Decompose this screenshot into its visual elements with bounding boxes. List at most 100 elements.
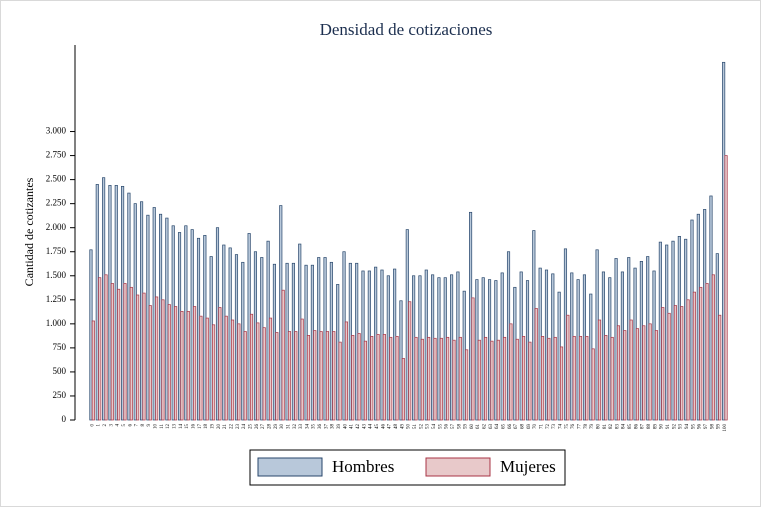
bar bbox=[585, 335, 589, 421]
bar bbox=[522, 335, 526, 421]
y-tick-label: 250 bbox=[53, 390, 67, 400]
x-tick-label: 28 bbox=[267, 424, 272, 430]
x-tick-label: 74 bbox=[558, 424, 563, 430]
x-tick-label: 71 bbox=[540, 424, 545, 430]
x-tick-label: 64 bbox=[495, 424, 500, 430]
x-tick-label: 18 bbox=[204, 424, 209, 430]
x-tick-label: 94 bbox=[685, 424, 690, 430]
bar bbox=[405, 229, 409, 421]
x-tick-label: 43 bbox=[362, 424, 367, 430]
bar bbox=[538, 267, 542, 421]
bar bbox=[595, 249, 599, 421]
bar bbox=[121, 185, 125, 421]
bar bbox=[184, 225, 188, 421]
bar bbox=[231, 319, 235, 421]
bar bbox=[241, 261, 245, 421]
bar bbox=[639, 260, 643, 421]
bar bbox=[620, 271, 624, 421]
bar bbox=[319, 331, 323, 421]
x-tick-label: 60 bbox=[470, 424, 475, 430]
bar bbox=[260, 257, 264, 421]
y-tick-label: 1.000 bbox=[46, 318, 67, 328]
bar bbox=[262, 327, 266, 421]
bar bbox=[591, 348, 595, 421]
bar bbox=[98, 277, 102, 421]
x-tick-label: 4 bbox=[116, 424, 121, 427]
x-tick-label: 79 bbox=[590, 424, 595, 430]
bar bbox=[174, 306, 178, 421]
x-tick-label: 25 bbox=[248, 424, 253, 430]
x-tick-label: 57 bbox=[451, 424, 456, 430]
x-tick-label: 59 bbox=[464, 424, 469, 430]
y-tick-label: 1.750 bbox=[46, 246, 67, 256]
bar bbox=[412, 275, 416, 421]
x-tick-label: 10 bbox=[154, 424, 159, 430]
bar bbox=[709, 195, 713, 421]
bar bbox=[589, 293, 593, 421]
bar bbox=[355, 262, 359, 421]
bar bbox=[108, 185, 112, 421]
bar bbox=[431, 274, 435, 421]
x-tick-label: 53 bbox=[426, 424, 431, 430]
x-tick-label: 32 bbox=[293, 424, 298, 430]
bar bbox=[367, 270, 371, 421]
bar bbox=[370, 335, 374, 421]
bar bbox=[496, 339, 500, 421]
bar bbox=[503, 336, 507, 421]
legend-swatch bbox=[425, 457, 491, 477]
bar bbox=[228, 247, 232, 421]
x-tick-label: 54 bbox=[432, 424, 437, 430]
bar bbox=[136, 294, 140, 421]
bar bbox=[294, 331, 298, 421]
x-tick-label: 80 bbox=[596, 424, 601, 430]
bar bbox=[692, 291, 696, 421]
x-tick-label: 33 bbox=[299, 424, 304, 430]
bar bbox=[462, 290, 466, 421]
bar bbox=[376, 334, 380, 421]
bar bbox=[117, 288, 121, 421]
bar bbox=[102, 177, 106, 421]
bar bbox=[310, 264, 314, 421]
bar bbox=[648, 323, 652, 421]
y-tick-label: 2.500 bbox=[46, 174, 67, 184]
bar bbox=[91, 320, 95, 421]
x-tick-label: 68 bbox=[521, 424, 526, 430]
bar bbox=[601, 271, 605, 421]
bar bbox=[329, 261, 333, 421]
x-tick-label: 1 bbox=[97, 424, 102, 427]
bar bbox=[272, 263, 276, 421]
y-tick-label: 500 bbox=[53, 366, 67, 376]
bar bbox=[439, 337, 443, 421]
bar bbox=[287, 331, 292, 421]
bar bbox=[705, 283, 709, 421]
x-tick-label: 56 bbox=[445, 424, 450, 430]
bar bbox=[718, 314, 722, 421]
x-tick-label: 23 bbox=[236, 424, 241, 430]
bar bbox=[534, 308, 538, 421]
bar bbox=[281, 289, 285, 421]
bar bbox=[155, 296, 159, 421]
bar bbox=[629, 319, 633, 421]
bar bbox=[686, 299, 690, 421]
x-tick-label: 52 bbox=[419, 424, 424, 430]
bar bbox=[123, 283, 127, 421]
bar bbox=[237, 323, 241, 421]
x-tick-label: 58 bbox=[457, 424, 462, 430]
bar bbox=[661, 307, 665, 421]
bar bbox=[443, 277, 447, 421]
x-tick-label: 51 bbox=[413, 424, 418, 430]
bar bbox=[279, 205, 283, 421]
bar bbox=[547, 337, 551, 421]
bar bbox=[433, 337, 437, 421]
bar bbox=[654, 330, 658, 421]
bar bbox=[177, 232, 182, 421]
x-tick-label: 8 bbox=[141, 424, 146, 427]
bar bbox=[553, 336, 557, 421]
y-axis-label: Cantidad de cotizantes bbox=[22, 177, 36, 286]
x-tick-label: 49 bbox=[400, 424, 405, 430]
bar bbox=[452, 339, 456, 421]
x-tick-label: 24 bbox=[242, 424, 247, 430]
bar bbox=[418, 275, 422, 421]
bar bbox=[633, 267, 637, 421]
x-tick-label: 96 bbox=[698, 424, 703, 430]
